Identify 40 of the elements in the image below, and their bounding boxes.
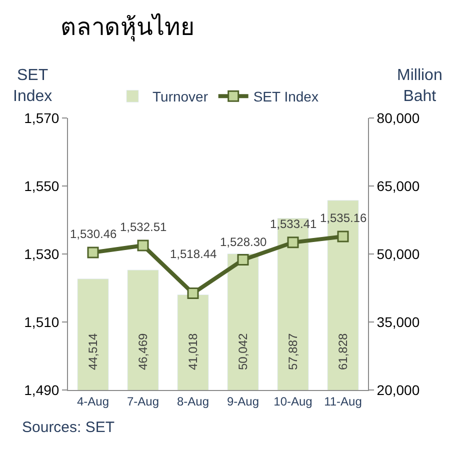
data-label: 1,532.51 (120, 220, 168, 234)
data-label: 1,530.46 (70, 227, 118, 241)
x-tick-label: 9-Aug (226, 394, 260, 408)
y-tick-label: 1,570 (24, 110, 60, 126)
y2-tick-label: 80,000 (376, 110, 420, 126)
data-label: 57,887 (286, 332, 300, 370)
y2-axis-title: Million Baht (397, 67, 442, 105)
data-label: 1,528.30 (220, 235, 268, 249)
x-tick-label: 7-Aug (126, 394, 160, 408)
data-label: 50,042 (236, 332, 250, 370)
data-label: 41,018 (186, 332, 200, 370)
x-tick-label: 11-Aug (324, 394, 362, 408)
chart-title: ตลาดหุ้นไทย (60, 13, 195, 42)
x-tick-label: 8-Aug (176, 394, 210, 408)
data-label: 61,828 (336, 332, 350, 370)
point (87, 246, 99, 258)
legend-label: SET Index (253, 88, 318, 105)
x-tick-label: 10-Aug (274, 394, 312, 408)
data-label: 44,514 (86, 332, 100, 370)
x-tick-label: 4-Aug (76, 394, 110, 408)
y-tick-label: 1,530 (24, 246, 60, 262)
point (237, 254, 249, 266)
point (137, 240, 149, 252)
point (187, 288, 199, 300)
y-axis-title: SET Index (13, 67, 52, 105)
legend-label: Turnover (152, 88, 208, 105)
y2-tick-label: 50,000 (376, 246, 420, 262)
point (337, 230, 349, 242)
data-label: 46,469 (136, 332, 150, 370)
y-tick-label: 1,550 (24, 178, 60, 194)
y2-tick-label: 65,000 (376, 178, 420, 194)
y2-tick-label: 20,000 (376, 382, 420, 398)
point (287, 236, 299, 248)
data-label: 1,533.41 (270, 217, 318, 231)
data-label: 1,535.16 (320, 211, 368, 225)
y-tick-label: 1,510 (24, 314, 60, 330)
data-label: 1,518.44 (170, 247, 218, 261)
source-note: Sources: SET (22, 419, 115, 436)
y-tick-label: 1,490 (24, 382, 60, 398)
y2-tick-label: 35,000 (376, 314, 420, 330)
